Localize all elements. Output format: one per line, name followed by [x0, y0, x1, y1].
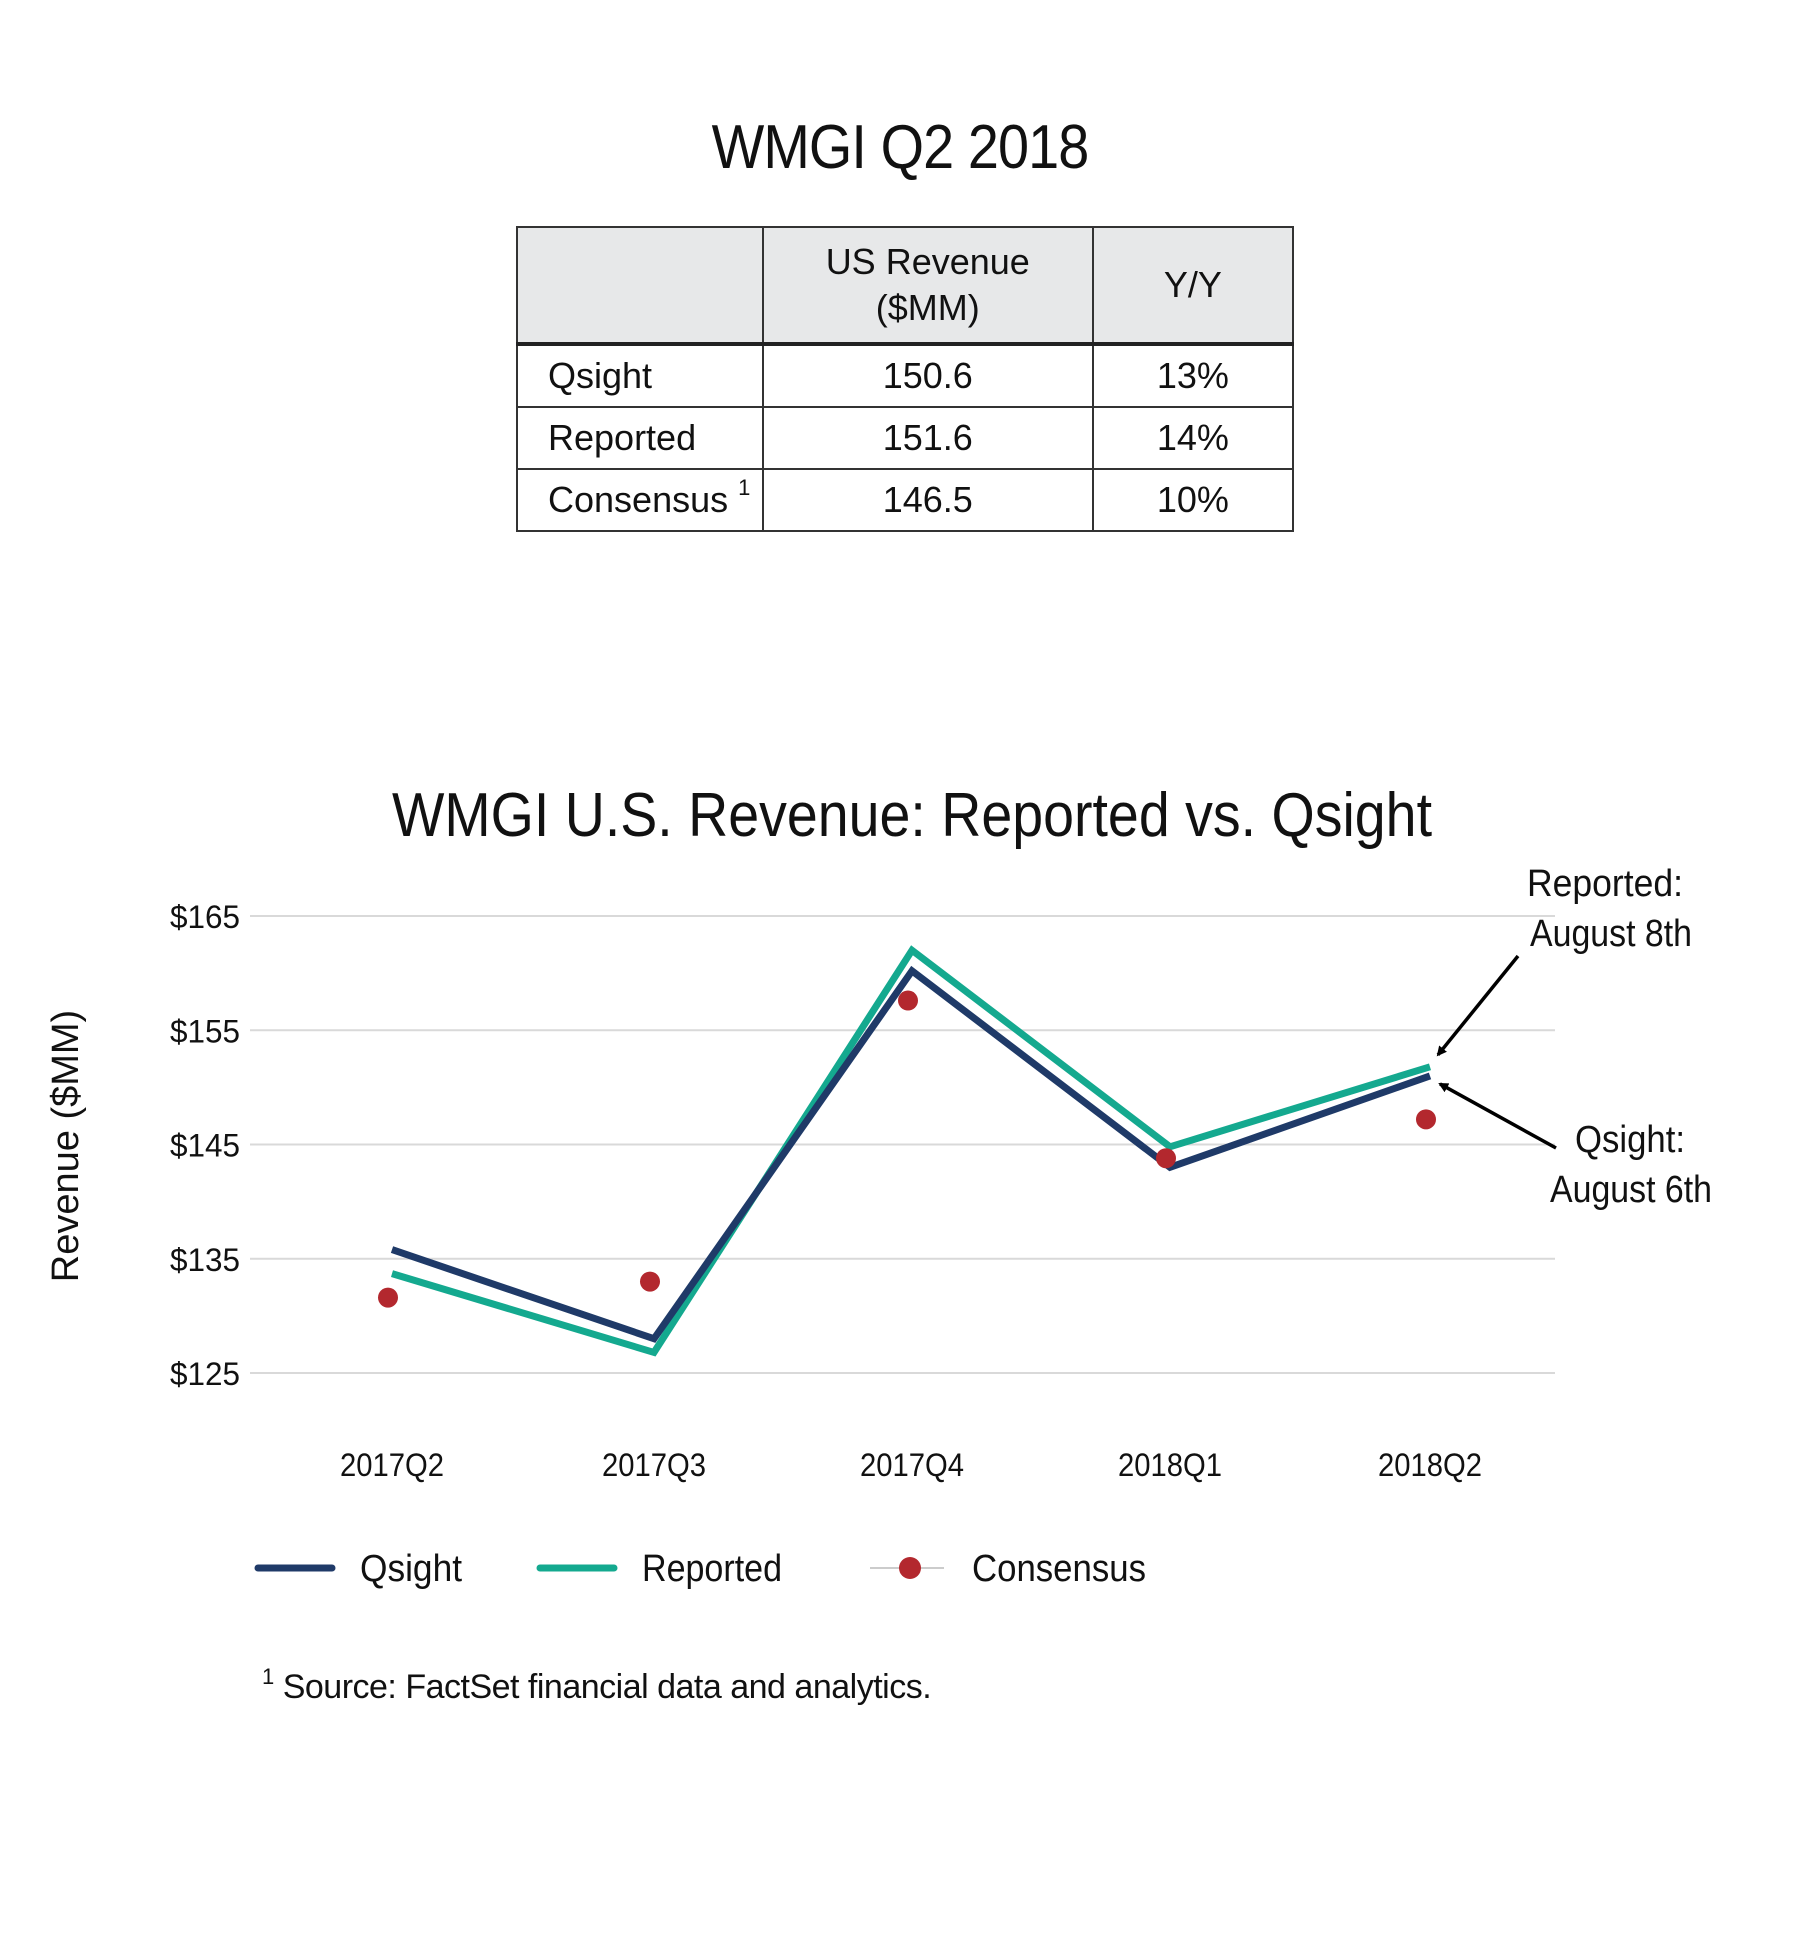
row-yy: 14% [1091, 406, 1295, 470]
table-title: WMGI Q2 2018 [711, 113, 1090, 182]
footnote-text: Source: FactSet financial data and analy… [282, 1668, 932, 1706]
annotation-qsight-line1: Qsight: [1575, 1119, 1685, 1161]
row-label: Reported [516, 406, 764, 470]
series-line-reported [390, 945, 1432, 1357]
table-header-revenue-line2: ($MM) [875, 287, 980, 328]
footnote-marker: 1 [738, 475, 751, 500]
x-tick-label: 2017Q3 [602, 1447, 706, 1483]
annotation-qsight-line2: August 6th [1550, 1169, 1712, 1211]
row-revenue: 146.5 [761, 468, 1094, 532]
series-line-qsight [390, 965, 1432, 1343]
row-yy: 10% [1091, 468, 1295, 532]
row-revenue: 151.6 [761, 406, 1094, 470]
consensus-point [898, 990, 918, 1011]
consensus-point [1156, 1148, 1176, 1169]
x-tick-label: 2017Q2 [340, 1447, 444, 1483]
annotation-reported-arrow [1436, 954, 1520, 1057]
annotation-reported-line2: August 8th [1530, 913, 1692, 955]
row-label: Qsight [516, 343, 764, 408]
chart-title: WMGI U.S. Revenue: Reported vs. Qsight [392, 781, 1432, 850]
table-row: Consensus 1 146.5 10% [516, 468, 1295, 532]
row-label: Consensus 1 [516, 468, 764, 532]
annotation-reported-line1: Reported: [1527, 863, 1683, 905]
series-layer [378, 945, 1436, 1357]
consensus-point [1416, 1109, 1436, 1130]
table-header-revenue-line1: US Revenue [825, 241, 1030, 282]
x-tick-label: 2017Q4 [860, 1447, 964, 1483]
gridlines [250, 915, 1555, 1374]
y-tick-label: $135 [170, 1242, 240, 1278]
row-yy: 13% [1091, 343, 1295, 408]
y-tick-label: $125 [170, 1356, 240, 1392]
y-axis-label: Revenue ($MM) [45, 1010, 87, 1282]
x-tick-label: 2018Q1 [1118, 1447, 1222, 1483]
table-row: Qsight 150.6 13% [516, 343, 1295, 408]
annotation-qsight-arrow [1438, 1082, 1557, 1150]
legend-label-qsight: Qsight [360, 1548, 462, 1590]
y-tick-label: $145 [170, 1128, 240, 1164]
table-header-yy: Y/Y [1091, 226, 1295, 346]
footnote: 1 Source: FactSet financial data and ana… [262, 1664, 932, 1707]
y-tick-label: $155 [170, 1013, 240, 1049]
table-row: Reported 151.6 14% [516, 406, 1295, 470]
table-header-revenue: US Revenue ($MM) [761, 226, 1094, 346]
row-label-text: Consensus [548, 479, 729, 520]
table-header-empty [516, 226, 764, 346]
y-tick-label: $165 [170, 899, 240, 935]
consensus-point [378, 1287, 398, 1308]
footnote-sup: 1 [262, 1664, 274, 1689]
text-layer: WMGI U.S. Revenue: Reported vs. Qsight $1… [45, 781, 1712, 1590]
row-label-text: Qsight [548, 355, 653, 396]
legend-label-reported: Reported [642, 1548, 782, 1590]
legend-label-consensus: Consensus [972, 1548, 1146, 1590]
table-header-row: US Revenue ($MM) Y/Y [516, 226, 1295, 346]
row-label-text: Reported [548, 417, 697, 458]
row-revenue: 150.6 [761, 343, 1094, 408]
consensus-point [640, 1271, 660, 1292]
revenue-summary-table: US Revenue ($MM) Y/Y Qsight 150.6 13% Re… [516, 226, 1295, 532]
legend-swatch-consensus [899, 1557, 921, 1579]
x-tick-label: 2018Q2 [1378, 1447, 1482, 1483]
